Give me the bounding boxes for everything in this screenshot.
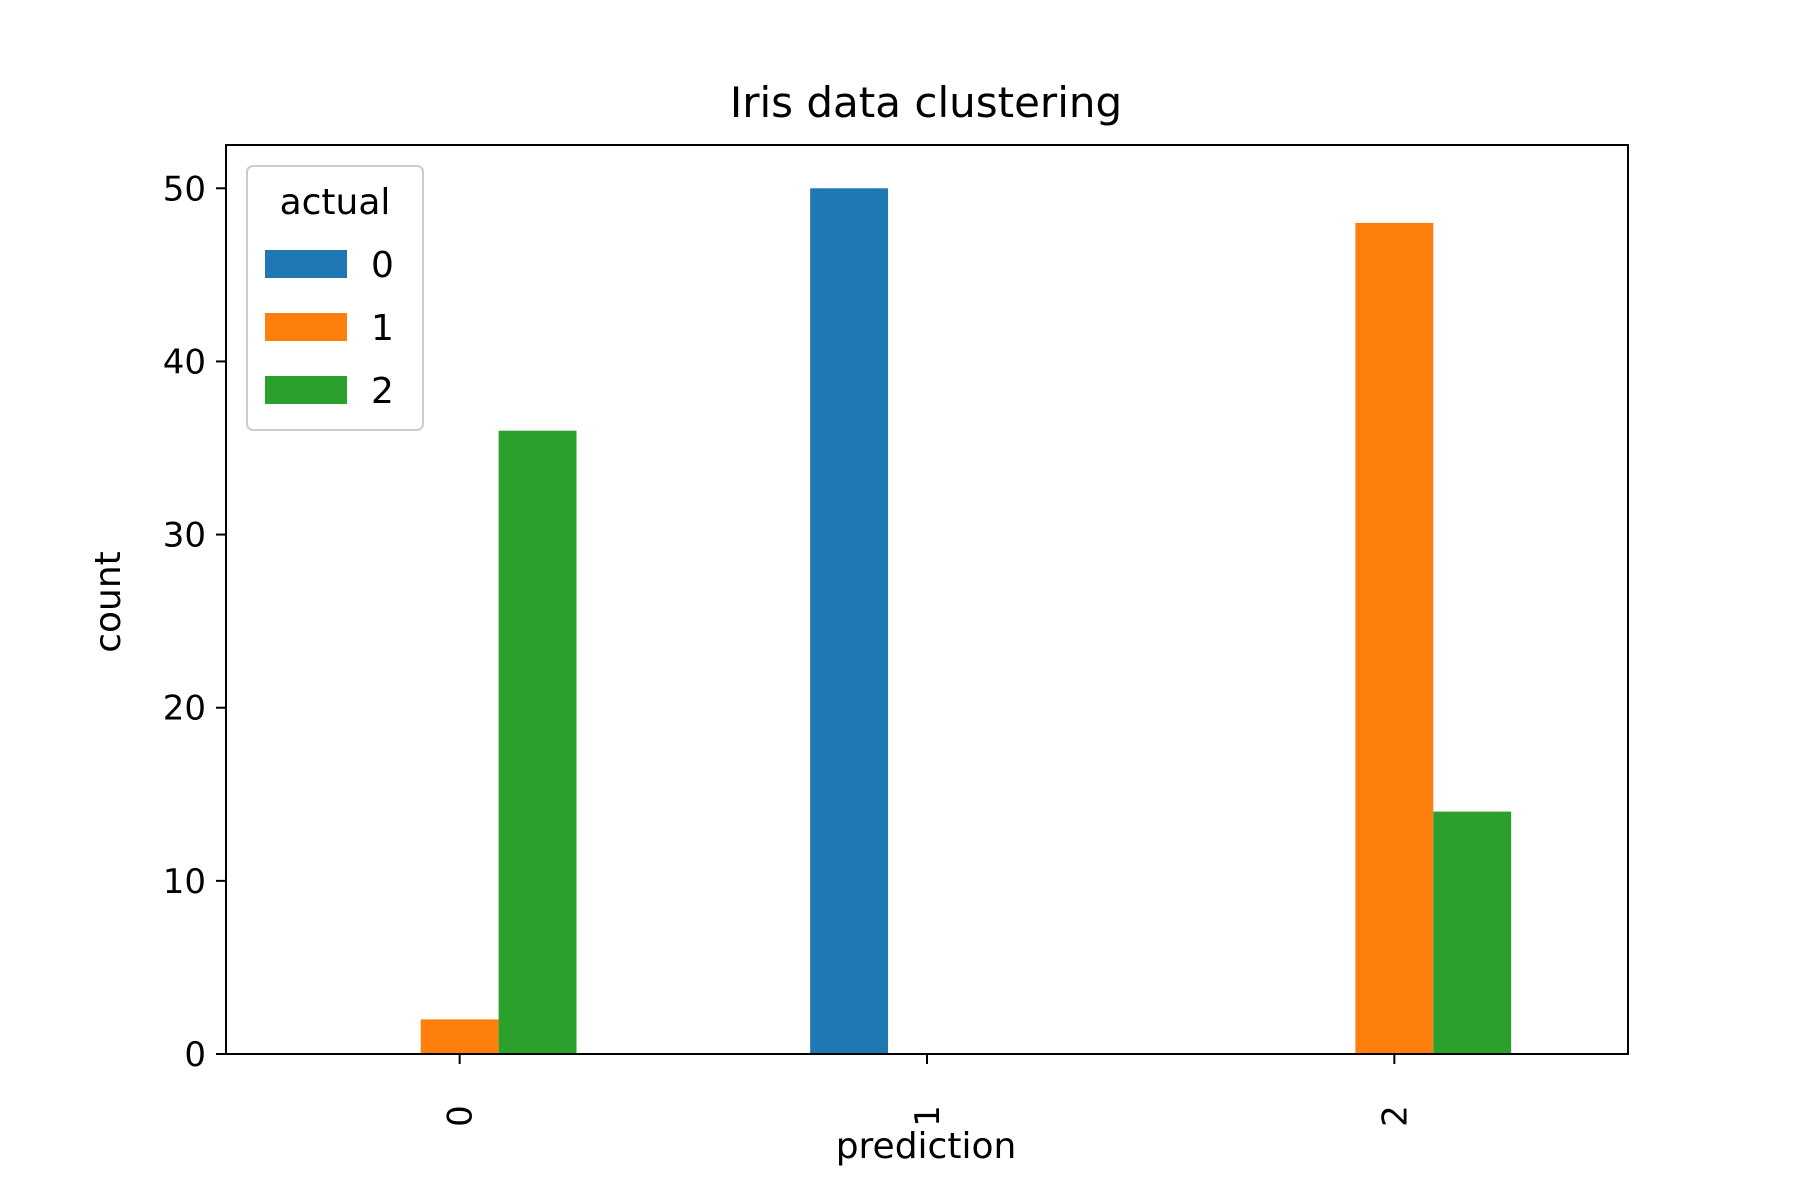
legend-swatch-0 [265,250,347,278]
legend-label-1: 1 [371,308,394,349]
plot-frame [225,144,1629,1055]
x-tick-label-1: 1 [908,1105,948,1127]
legend: actual 0 1 2 [246,165,424,431]
y-axis-label: count [88,551,129,653]
chart-title: Iris data clustering [730,78,1122,127]
legend-swatch-1 [265,313,347,341]
x-axis-label: prediction [836,1126,1017,1167]
bar-pred-1-actual-0 [810,188,889,1055]
y-tick-label-40: 40 [163,342,206,382]
legend-swatch-2 [265,376,347,404]
legend-label-2: 2 [371,371,394,412]
bar-pred-2-actual-2 [1433,811,1512,1054]
bars-group [420,188,1512,1055]
bar-pred-0-actual-2 [498,430,577,1054]
legend-label-0: 0 [371,245,394,286]
legend-box [246,165,424,431]
bar-pred-2-actual-1 [1355,222,1434,1054]
y-tick-label-20: 20 [163,689,206,729]
x-tick-label-0: 0 [441,1105,481,1127]
y-tick-label-50: 50 [163,169,206,209]
y-tick-label-0: 0 [184,1035,206,1075]
x-tick-label-2: 2 [1375,1105,1415,1127]
y-tick-label-10: 10 [163,862,206,902]
bar-pred-0-actual-1 [420,1019,499,1054]
y-tick-label-30: 30 [163,516,206,556]
legend-title: actual [280,182,391,223]
